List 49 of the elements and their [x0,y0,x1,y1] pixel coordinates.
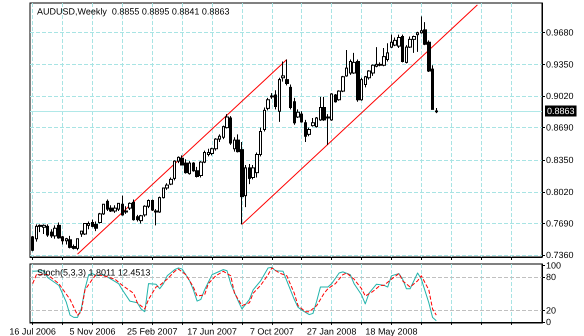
candlestick [94,221,98,232]
chart-title: AUDUSD,Weekly 0.8855 0.8895 0.8841 0.8863 [37,6,230,16]
candlestick [106,198,109,212]
y-tick-label: 0.7690 [546,218,574,228]
y-tick-label: 0.9680 [546,28,574,38]
candlestick [68,235,72,249]
candlestick [311,118,315,128]
candlestick [42,224,46,234]
candlestick [184,158,188,174]
candlestick [300,110,303,124]
x-tick-label: 16 Jul 2006 [9,326,56,336]
candlestick [83,222,87,236]
candlestick [188,160,191,176]
candlestick [50,228,53,238]
x-tick-label: 5 Nov 2006 [69,326,116,336]
x-tick-label: 18 May 2008 [365,326,418,336]
y-tick-label: 0 [546,316,552,327]
candlestick [304,119,307,142]
y-tick-label: 0.9020 [546,90,574,101]
candlestick [132,198,135,222]
candlestick [214,138,218,152]
candlestick [113,204,117,214]
y-tick-label: 0.8690 [546,122,574,133]
candlestick [46,224,49,238]
y-tick-label: 0.8350 [546,155,574,166]
candlestick [91,219,94,228]
candlestick [173,160,176,181]
candlestick [435,107,438,114]
candlestick [412,35,416,54]
y-tick-label: 0.9350 [546,59,574,70]
candlestick [65,237,68,246]
candlestick [121,195,124,216]
candlestick [382,48,386,67]
x-tick-label: 17 Jun 2007 [187,326,237,336]
candlestick [285,59,289,86]
y-tick-label: 0.8020 [546,186,574,197]
y-tick-label: 20 [546,306,556,316]
candlestick [393,37,397,47]
candlestick [390,34,393,49]
candlestick [53,224,57,240]
candlestick [76,238,79,251]
x-tick-label: 27 Jan 2008 [306,326,356,336]
y-tick-label: 100 [546,260,562,271]
candlestick [401,34,404,63]
x-tick-label: 7 Oct 2007 [250,326,294,336]
ref-line-label: 0.8863 [547,106,575,116]
y-tick-label: 0.7360 [546,250,574,260]
y-tick-label: 80 [546,272,556,282]
x-tick-label: 25 Feb 2007 [126,326,178,336]
